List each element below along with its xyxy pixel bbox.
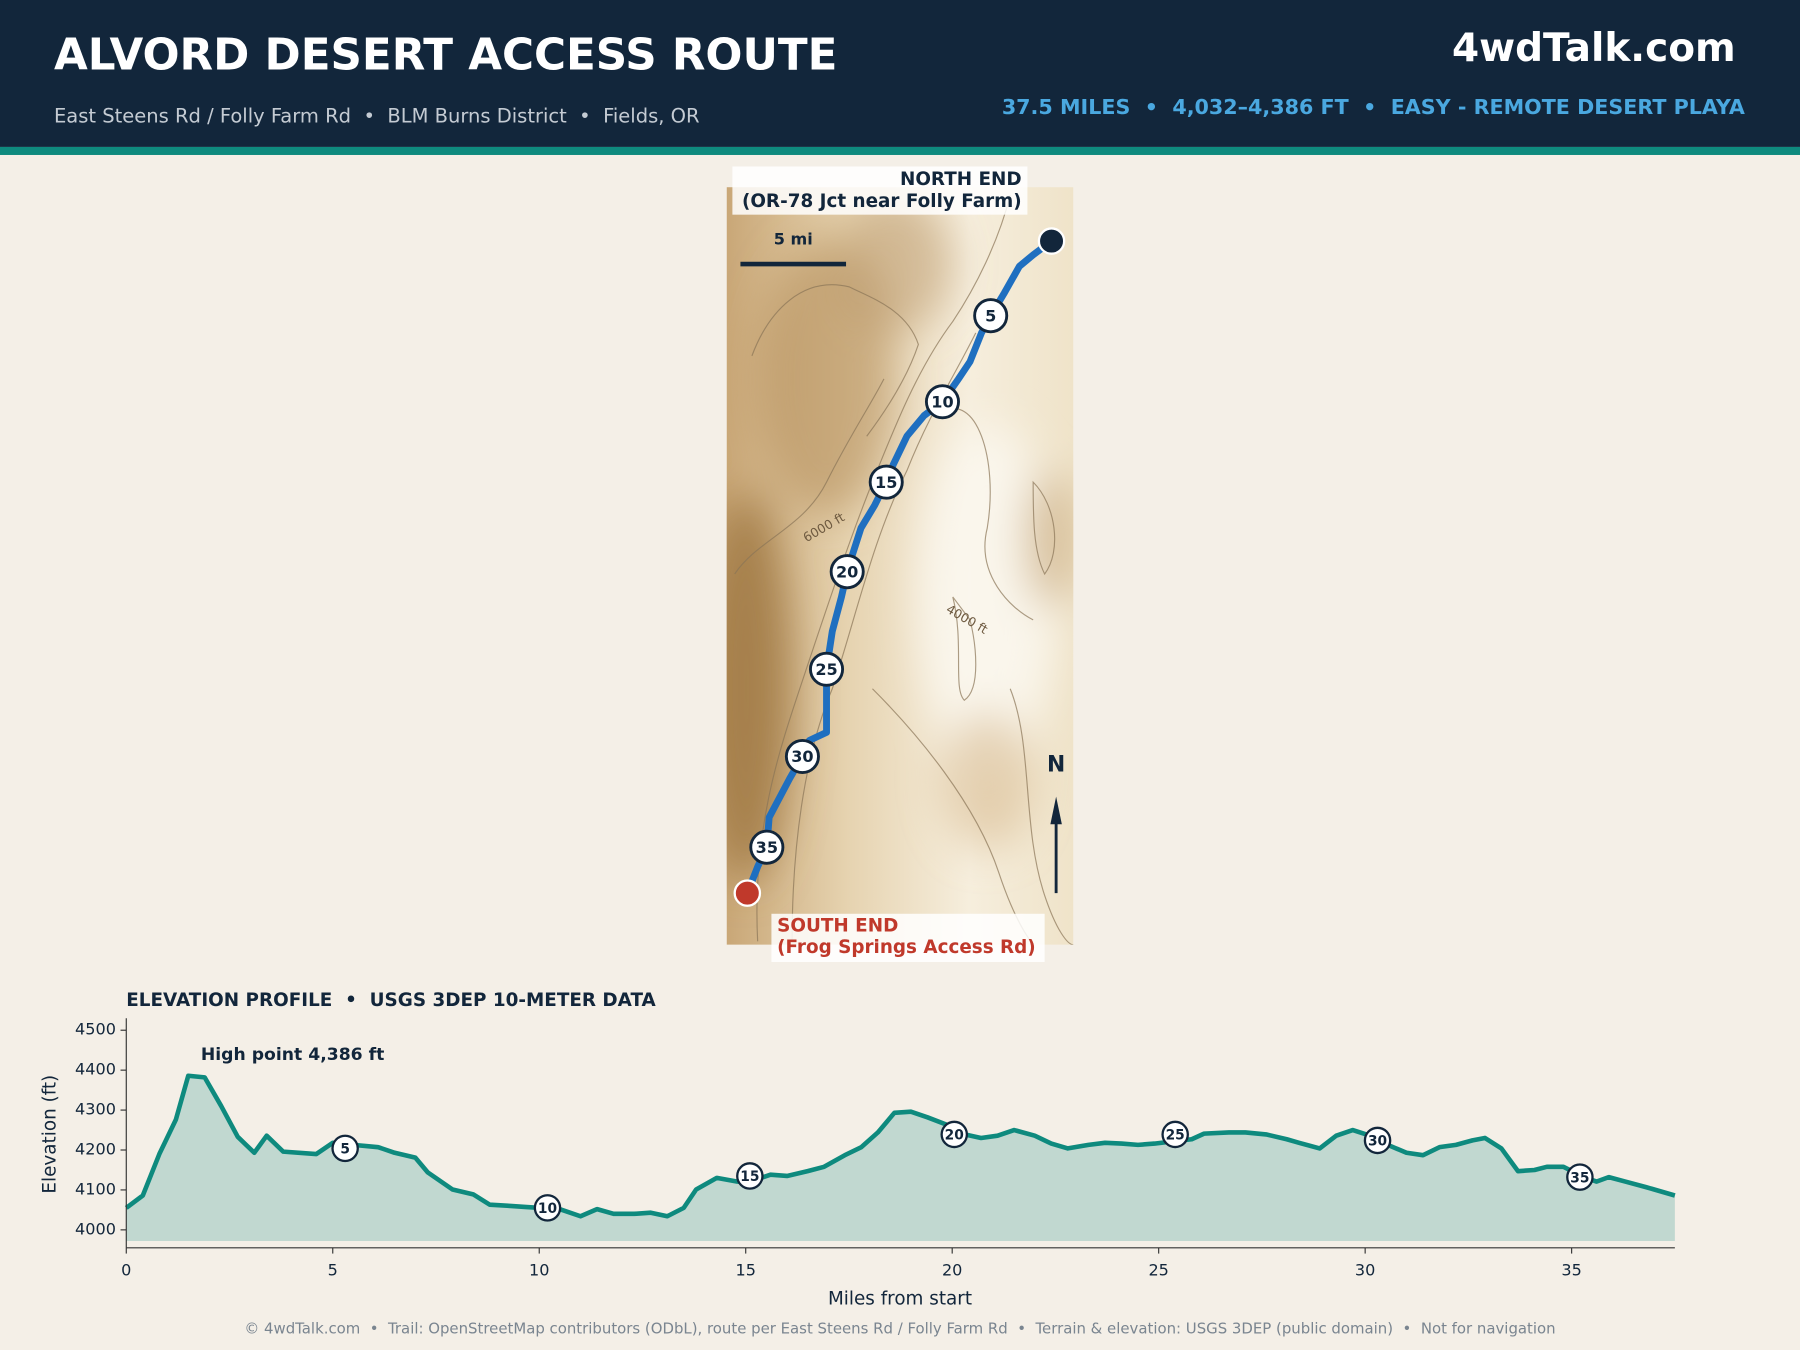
south-label: (Frog Springs Access Rd) <box>777 937 1036 958</box>
mile-marker-label: 15 <box>875 473 897 492</box>
mile-marker <box>809 651 845 687</box>
x-tick-label: 30 <box>1355 1260 1375 1279</box>
header-bar <box>0 0 1800 147</box>
profile-marker <box>940 1120 969 1149</box>
north-label: NORTH END <box>900 169 1022 190</box>
profile-marker <box>1566 1163 1594 1191</box>
profile-marker-label: 35 <box>1570 1170 1589 1186</box>
mile-marker-label: 5 <box>985 306 996 325</box>
x-tick-label: 0 <box>121 1260 131 1279</box>
y-tick-label: 4200 <box>75 1140 116 1159</box>
x-tick-label: 15 <box>735 1260 755 1279</box>
mile-marker-label: 25 <box>815 660 837 679</box>
x-tick-label: 35 <box>1561 1260 1581 1279</box>
profile-marker-label: 5 <box>340 1142 350 1158</box>
north-end-point <box>1037 227 1066 255</box>
scale-label: 5 mi <box>774 229 813 248</box>
profile-marker <box>533 1194 562 1222</box>
y-tick-label: 4100 <box>75 1179 116 1198</box>
south-label: SOUTH END <box>777 915 898 936</box>
north-label: (OR-78 Jct near Folly Farm) <box>742 191 1022 212</box>
profile-marker-label: 15 <box>740 1169 759 1185</box>
profile-marker-label: 25 <box>1166 1128 1185 1144</box>
profile-marker <box>1161 1120 1189 1149</box>
mile-marker <box>749 829 785 865</box>
y-tick-label: 4400 <box>75 1060 116 1079</box>
north-arrow-head <box>1050 796 1062 825</box>
subtitle: East Steens Rd / Folly Farm Rd • BLM Bur… <box>54 105 700 128</box>
annotation: High point 4,386 ft <box>201 1045 384 1065</box>
x-tick-label: 25 <box>1148 1260 1168 1279</box>
y-tick-label: 4500 <box>75 1020 116 1039</box>
header-stripe <box>0 146 1800 155</box>
mile-marker <box>973 298 1009 334</box>
x-tick-label: 20 <box>942 1260 962 1279</box>
mile-markers: 5 10 15 20 25 30 35 <box>749 298 1009 865</box>
stats: 37.5 MILES • 4,032–4,386 FT • EASY - REM… <box>1002 95 1745 119</box>
mile-marker <box>784 738 820 775</box>
x-tick-label: 5 <box>328 1260 338 1279</box>
x-axis-label: Miles from start <box>828 1288 972 1309</box>
y-tick-label: 4300 <box>75 1100 116 1119</box>
south-end-point <box>733 879 762 907</box>
profile-marker <box>736 1162 764 1190</box>
mile-marker <box>924 384 960 420</box>
mile-marker <box>829 554 865 590</box>
mile-marker-label: 20 <box>836 562 858 581</box>
relief <box>726 195 1074 884</box>
mile-marker-label: 10 <box>931 392 953 411</box>
mile-marker-label: 35 <box>756 838 778 857</box>
north-label-box <box>732 166 1028 215</box>
mile-marker <box>868 464 904 500</box>
profile-marker-label: 20 <box>945 1128 964 1144</box>
elevation-chart: 4000 4100 4200 4300 4400 4500 0 5 10 15 20 25 30 35 5 1… <box>75 1018 1676 1279</box>
y-axis-label: Elevation (ft) <box>40 1075 61 1194</box>
profile-marker <box>1363 1126 1392 1155</box>
chart-title: ELEVATION PROFILE • USGS 3DEP 10-METER D… <box>126 990 656 1011</box>
title: ALVORD DESERT ACCESS ROUTE <box>54 30 837 80</box>
north-arrow-label: N <box>1047 753 1065 778</box>
elevation-line <box>124 1073 1676 1219</box>
brand: 4wdTalk.com <box>1452 26 1736 71</box>
x-tick-label: 10 <box>529 1260 549 1279</box>
terrain-map <box>726 187 1074 945</box>
y-tick-label: 4000 <box>75 1219 116 1238</box>
profile-marker <box>331 1134 359 1163</box>
elevation-area <box>126 1075 1675 1241</box>
profile-marker-label: 10 <box>538 1201 557 1217</box>
footer: © 4wdTalk.com • Trail: OpenStreetMap con… <box>244 1319 1555 1337</box>
south-label-box <box>771 913 1045 962</box>
profile-marker-label: 30 <box>1368 1134 1387 1150</box>
mile-marker-label: 30 <box>791 747 813 766</box>
